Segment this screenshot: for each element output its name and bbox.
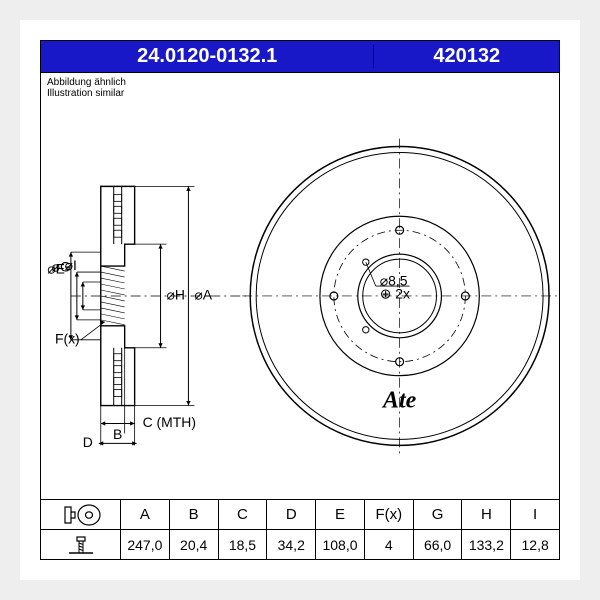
spec-col-C: C <box>219 500 268 529</box>
header-bar: 24.0120-0132.1 420132 <box>41 41 559 73</box>
spec-icons <box>41 500 121 559</box>
svg-text:⌀H: ⌀H <box>167 287 185 303</box>
drawing-svg: ⌀I⌀G⌀EF(x)⌀H⌀ABDC (MTH)⌀8,5⊕ 2xAte <box>41 73 559 499</box>
spec-val-H: 133,2 <box>462 530 511 559</box>
spec-col-G: G <box>414 500 463 529</box>
spec-val-E: 108,0 <box>316 530 365 559</box>
spec-val-A: 247,0 <box>121 530 170 559</box>
spec-grid: ABCDEF(x)GHI 247,020,418,534,2108,0466,0… <box>121 500 559 559</box>
spec-col-I: I <box>511 500 559 529</box>
svg-text:D: D <box>83 434 93 450</box>
spec-table: ABCDEF(x)GHI 247,020,418,534,2108,0466,0… <box>41 499 559 559</box>
drawing-sheet: 24.0120-0132.1 420132 Abbildung ähnlich … <box>40 40 560 560</box>
spec-col-D: D <box>267 500 316 529</box>
spec-val-I: 12,8 <box>511 530 559 559</box>
spec-val-F(x): 4 <box>365 530 414 559</box>
svg-text:B: B <box>113 426 122 442</box>
spec-val-G: 66,0 <box>414 530 463 559</box>
bolt-icon <box>41 530 120 559</box>
svg-text:⊕ 2x: ⊕ 2x <box>380 286 410 302</box>
spec-val-D: 34,2 <box>267 530 316 559</box>
spec-col-A: A <box>121 500 170 529</box>
spec-col-E: E <box>316 500 365 529</box>
svg-text:C (MTH): C (MTH) <box>143 414 196 430</box>
spec-value-row: 247,020,418,534,2108,0466,0133,212,8 <box>121 530 559 559</box>
rotor-icon <box>41 500 120 530</box>
spec-val-B: 20,4 <box>170 530 219 559</box>
short-code: 420132 <box>374 45 559 68</box>
svg-text:Ate: Ate <box>381 388 417 414</box>
spec-col-H: H <box>462 500 511 529</box>
spec-header-row: ABCDEF(x)GHI <box>121 500 559 530</box>
svg-text:⌀E: ⌀E <box>47 261 65 277</box>
spec-col-B: B <box>170 500 219 529</box>
spec-val-C: 18,5 <box>219 530 268 559</box>
svg-text:F(x): F(x) <box>55 330 80 346</box>
product-card: 24.0120-0132.1 420132 Abbildung ähnlich … <box>20 20 580 580</box>
part-number: 24.0120-0132.1 <box>41 45 374 68</box>
svg-text:⌀A: ⌀A <box>194 287 212 303</box>
spec-col-F(x): F(x) <box>365 500 414 529</box>
technical-drawing: ⌀I⌀G⌀EF(x)⌀H⌀ABDC (MTH)⌀8,5⊕ 2xAte <box>41 73 559 499</box>
